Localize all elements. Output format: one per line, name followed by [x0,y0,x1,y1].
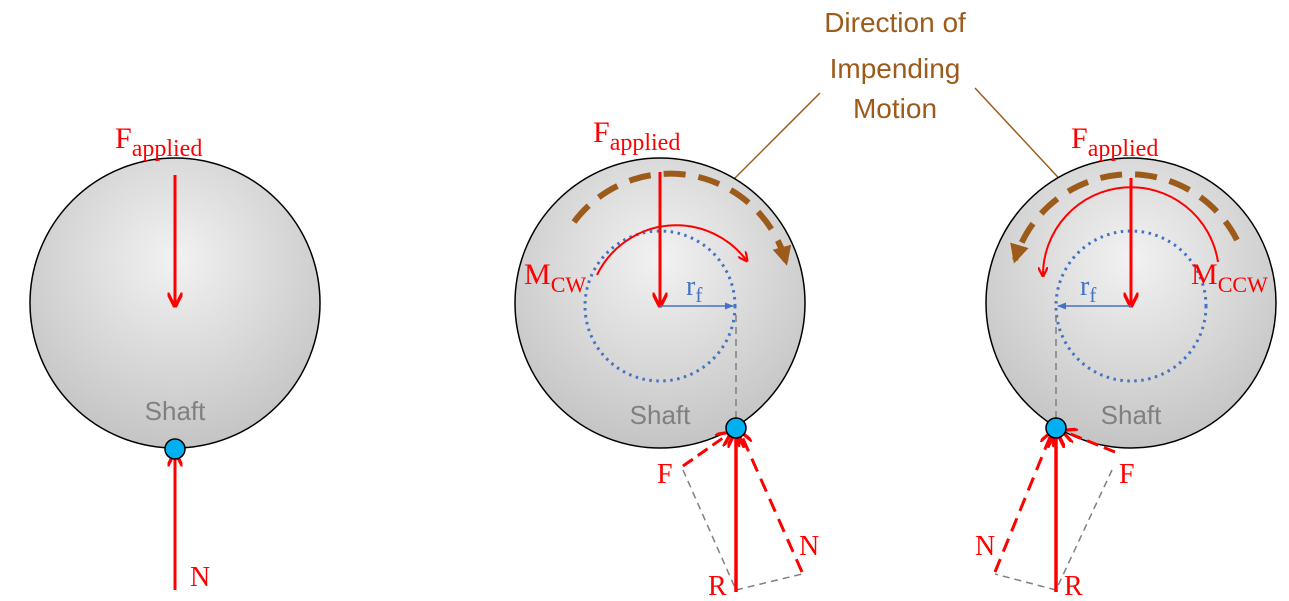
normal-force-label: N [190,562,210,593]
moment-label: MCW [524,258,586,297]
friction-force-arrow [682,433,730,468]
contact-point [725,417,747,439]
applied-force-label: Fapplied [1071,122,1158,162]
normal-force-arrow [993,432,1052,573]
applied-force-label: Fapplied [593,116,680,156]
parallelogram-guide [994,573,1057,591]
panel-2: MCW Fapplied rf Shaft F N R [514,116,819,601]
friction-radius-label: rf [686,271,702,307]
applied-force-label: Fapplied [115,122,202,162]
normal-force-label: N [799,531,819,562]
annotation-pointer-right [974,87,1068,188]
shaft-label: Shaft [145,396,206,426]
shaft-label: Shaft [630,400,691,430]
resultant-label: R [708,571,727,601]
annotation-pointer-left [720,92,821,193]
contact-point [1045,417,1067,439]
resultant-label: R [1064,571,1083,601]
moment-label: MCCW [1191,258,1268,297]
moment-cw-arrow [596,224,747,276]
normal-force-label: N [975,531,995,562]
friction-force-arrow [1063,431,1116,454]
friction-force-label: F [1119,459,1135,490]
friction-circle [583,229,737,383]
panel-1: Shaft Fapplied N [29,122,321,593]
normal-force-arrow [740,432,804,573]
panel-3: MCCW Fapplied rf Shaft F N R [975,122,1277,601]
parallelogram-guide [735,573,803,591]
annotation-line-1: Direction of [824,7,966,38]
impending-motion-arrow [1010,171,1240,264]
impending-motion-arrow [571,170,792,266]
moment-ccw-arrow [1043,186,1219,276]
contact-point [164,438,186,460]
friction-force-label: F [657,459,673,490]
parallelogram-guide [682,469,737,591]
friction-radius-label: rf [1080,271,1096,307]
annotation-line-3: Motion [853,93,937,124]
shaft-label: Shaft [1101,400,1162,430]
annotation-line-2: Impending [830,53,961,84]
parallelogram-guide [1055,469,1113,591]
friction-circle [1054,229,1208,383]
